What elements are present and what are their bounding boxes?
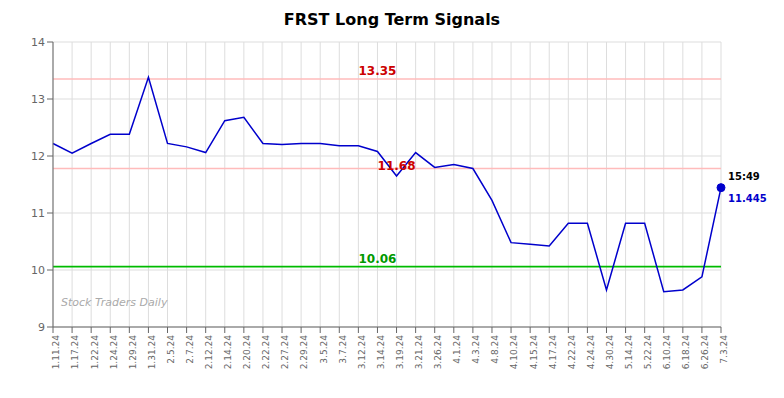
svg-text:9: 9 (38, 321, 45, 334)
svg-text:4.17.24: 4.17.24 (548, 335, 558, 370)
svg-text:1.29.24: 1.29.24 (128, 335, 138, 370)
svg-text:2.12.24: 2.12.24 (204, 335, 214, 370)
svg-text:2.20.24: 2.20.24 (242, 335, 252, 370)
svg-text:2.27.24: 2.27.24 (280, 335, 290, 370)
svg-text:3.5.24: 3.5.24 (319, 335, 329, 364)
svg-text:4.10.24: 4.10.24 (509, 335, 519, 370)
svg-text:3.14.24: 3.14.24 (376, 335, 386, 370)
svg-text:1.24.24: 1.24.24 (109, 335, 119, 370)
svg-text:10.06: 10.06 (358, 252, 396, 266)
svg-text:2.22.24: 2.22.24 (261, 335, 271, 370)
svg-text:4.22.24: 4.22.24 (567, 335, 577, 370)
svg-text:1.11.24: 1.11.24 (51, 335, 61, 370)
svg-text:11: 11 (31, 207, 45, 220)
svg-text:12: 12 (31, 150, 45, 163)
svg-text:4.3.24: 4.3.24 (471, 335, 481, 364)
svg-text:15:49: 15:49 (728, 171, 760, 182)
svg-text:2.5.24: 2.5.24 (166, 335, 176, 364)
svg-text:4.8.24: 4.8.24 (490, 335, 500, 364)
svg-text:5.14.24: 5.14.24 (624, 335, 634, 370)
svg-text:13.35: 13.35 (358, 64, 396, 78)
svg-text:7.3.24: 7.3.24 (719, 335, 729, 364)
svg-text:2.7.24: 2.7.24 (185, 335, 195, 364)
svg-text:4.1.24: 4.1.24 (452, 335, 462, 364)
svg-text:6.18.24: 6.18.24 (681, 335, 691, 370)
svg-text:3.26.24: 3.26.24 (433, 335, 443, 370)
svg-text:6.10.24: 6.10.24 (662, 335, 672, 370)
svg-text:3.21.24: 3.21.24 (414, 335, 424, 370)
svg-text:1.22.24: 1.22.24 (90, 335, 100, 370)
svg-text:4.15.24: 4.15.24 (529, 335, 539, 370)
svg-text:4.24.24: 4.24.24 (586, 335, 596, 370)
svg-text:2.29.24: 2.29.24 (300, 335, 310, 370)
svg-text:11.445: 11.445 (728, 193, 767, 204)
svg-text:3.7.24: 3.7.24 (338, 335, 348, 364)
svg-text:6.26.24: 6.26.24 (700, 335, 710, 370)
svg-text:1.31.24: 1.31.24 (147, 335, 157, 370)
svg-text:3.19.24: 3.19.24 (395, 335, 405, 370)
svg-text:10: 10 (31, 264, 45, 277)
html-text:Stock Traders Daily: Stock Traders Daily (61, 296, 168, 309)
svg-text:4.30.24: 4.30.24 (605, 335, 615, 370)
svg-text:5.22.24: 5.22.24 (643, 335, 653, 370)
svg-text:3.12.24: 3.12.24 (357, 335, 367, 370)
svg-text:1.17.24: 1.17.24 (70, 335, 80, 370)
svg-text:2.14.24: 2.14.24 (223, 335, 233, 370)
html-text:FRST Long Term Signals: FRST Long Term Signals (283, 10, 501, 29)
svg-text:11.68: 11.68 (378, 159, 416, 173)
svg-text:14: 14 (31, 36, 45, 49)
svg-text:13: 13 (31, 93, 45, 106)
